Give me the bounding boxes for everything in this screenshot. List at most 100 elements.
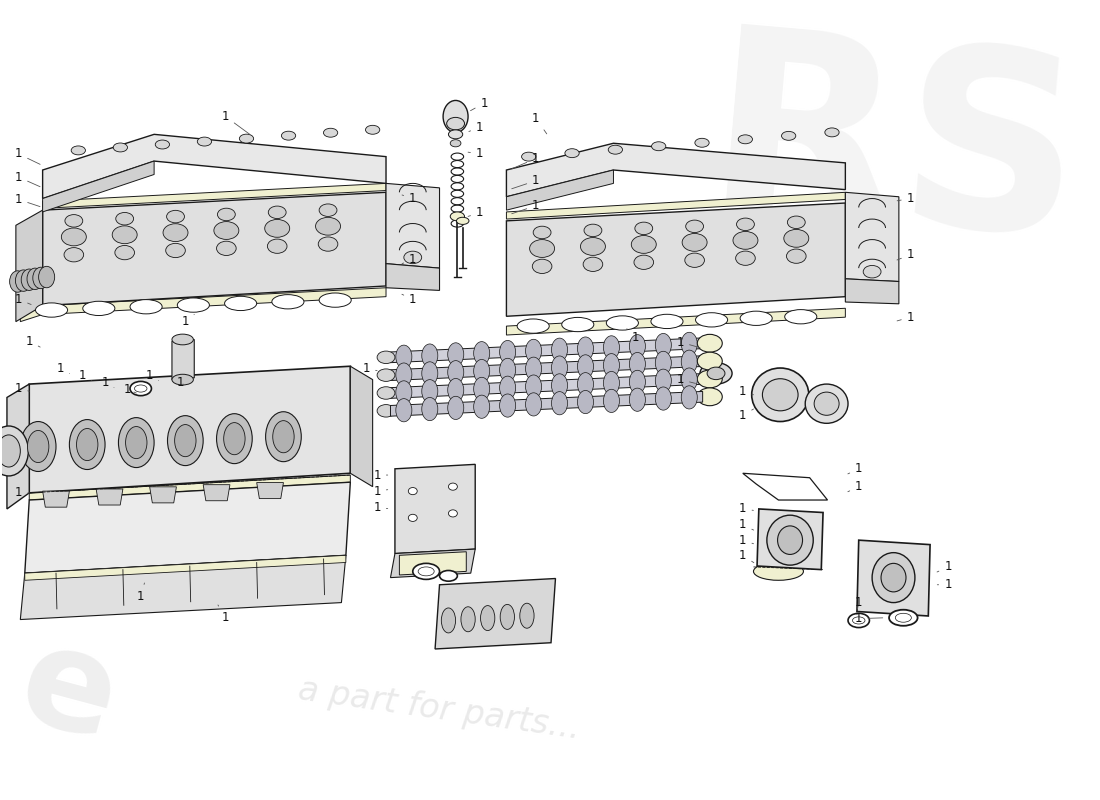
Ellipse shape (629, 353, 646, 376)
Ellipse shape (319, 293, 351, 307)
Ellipse shape (217, 414, 252, 464)
Ellipse shape (695, 313, 727, 327)
Ellipse shape (448, 396, 464, 419)
Polygon shape (386, 264, 440, 290)
Ellipse shape (282, 131, 296, 140)
Ellipse shape (15, 270, 32, 291)
Ellipse shape (499, 376, 516, 399)
Ellipse shape (578, 337, 594, 360)
Ellipse shape (551, 392, 568, 415)
Ellipse shape (848, 614, 869, 627)
Ellipse shape (114, 246, 134, 260)
Ellipse shape (268, 206, 286, 218)
Polygon shape (25, 555, 345, 580)
Ellipse shape (629, 370, 646, 394)
Ellipse shape (499, 341, 516, 364)
Text: 1: 1 (403, 253, 417, 266)
Text: 1: 1 (512, 152, 540, 169)
Ellipse shape (172, 374, 194, 385)
Ellipse shape (551, 374, 568, 397)
Text: 1: 1 (363, 362, 377, 374)
Polygon shape (7, 384, 30, 509)
Ellipse shape (33, 267, 48, 289)
Text: 1: 1 (848, 480, 862, 493)
Polygon shape (390, 338, 703, 362)
Ellipse shape (28, 268, 43, 290)
Ellipse shape (685, 220, 704, 233)
Text: 1: 1 (855, 612, 882, 625)
Ellipse shape (218, 208, 235, 221)
Text: 1: 1 (898, 310, 914, 324)
Ellipse shape (551, 338, 568, 362)
Polygon shape (390, 356, 703, 381)
Ellipse shape (396, 381, 411, 404)
Text: 1: 1 (101, 376, 114, 389)
Text: 1: 1 (177, 376, 185, 389)
Ellipse shape (130, 300, 162, 314)
Text: 1: 1 (373, 485, 387, 498)
Ellipse shape (404, 251, 421, 264)
Ellipse shape (825, 128, 839, 137)
Text: 1: 1 (373, 501, 387, 514)
Ellipse shape (172, 334, 194, 345)
Ellipse shape (737, 218, 755, 230)
Ellipse shape (273, 421, 294, 453)
Polygon shape (43, 491, 69, 507)
Polygon shape (506, 308, 846, 335)
Ellipse shape (21, 269, 37, 290)
Polygon shape (204, 485, 230, 501)
Polygon shape (20, 288, 386, 322)
Ellipse shape (695, 138, 710, 147)
Ellipse shape (631, 235, 657, 254)
Ellipse shape (177, 298, 209, 312)
Ellipse shape (740, 311, 772, 326)
Ellipse shape (578, 390, 594, 414)
Text: 1: 1 (739, 518, 754, 531)
Ellipse shape (316, 218, 341, 235)
Ellipse shape (762, 378, 799, 411)
Ellipse shape (0, 426, 29, 476)
Polygon shape (350, 366, 373, 486)
Ellipse shape (65, 214, 82, 227)
Ellipse shape (377, 405, 395, 417)
Ellipse shape (786, 249, 806, 263)
Ellipse shape (421, 344, 438, 367)
Polygon shape (846, 279, 899, 304)
Ellipse shape (604, 354, 619, 377)
Ellipse shape (604, 336, 619, 359)
Ellipse shape (166, 210, 185, 223)
Ellipse shape (526, 339, 541, 362)
Ellipse shape (82, 302, 114, 315)
Ellipse shape (700, 362, 733, 384)
Ellipse shape (697, 370, 723, 388)
Polygon shape (390, 549, 475, 578)
Ellipse shape (651, 142, 666, 150)
Text: 1: 1 (898, 192, 914, 205)
Text: 1: 1 (222, 110, 250, 134)
Ellipse shape (578, 354, 594, 378)
Ellipse shape (754, 562, 803, 580)
Polygon shape (43, 183, 386, 208)
Text: 1: 1 (182, 314, 195, 328)
Ellipse shape (418, 567, 434, 576)
Ellipse shape (604, 390, 619, 413)
Ellipse shape (408, 487, 417, 494)
Ellipse shape (738, 135, 752, 144)
Ellipse shape (134, 385, 147, 392)
Ellipse shape (456, 218, 469, 225)
Text: RS: RS (698, 15, 1090, 289)
Ellipse shape (421, 362, 438, 385)
Ellipse shape (412, 563, 440, 579)
Ellipse shape (449, 130, 463, 138)
Text: 1: 1 (14, 382, 30, 395)
Ellipse shape (805, 384, 848, 423)
Ellipse shape (449, 510, 458, 517)
Ellipse shape (474, 378, 490, 401)
Ellipse shape (500, 605, 515, 630)
Ellipse shape (130, 382, 152, 396)
Polygon shape (846, 192, 899, 282)
Polygon shape (395, 464, 475, 554)
Text: e: e (7, 614, 132, 769)
Ellipse shape (778, 526, 803, 554)
Ellipse shape (39, 266, 55, 288)
